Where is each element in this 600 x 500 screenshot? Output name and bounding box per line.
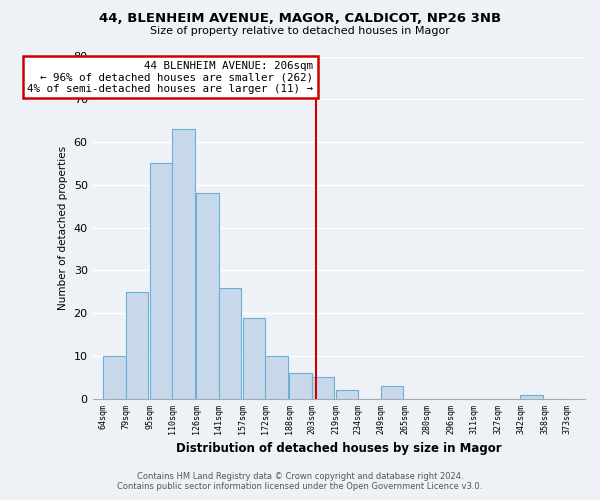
Bar — [125, 292, 148, 399]
Text: Contains HM Land Registry data © Crown copyright and database right 2024.
Contai: Contains HM Land Registry data © Crown c… — [118, 472, 482, 491]
Bar — [265, 356, 288, 399]
Y-axis label: Number of detached properties: Number of detached properties — [58, 146, 68, 310]
Bar — [289, 373, 312, 399]
Text: 44 BLENHEIM AVENUE: 206sqm
← 96% of detached houses are smaller (262)
4% of semi: 44 BLENHEIM AVENUE: 206sqm ← 96% of deta… — [27, 61, 313, 94]
Bar — [103, 356, 125, 399]
Bar — [219, 288, 241, 399]
Bar — [336, 390, 358, 399]
Bar — [172, 129, 194, 399]
Bar — [381, 386, 403, 399]
Bar — [243, 318, 265, 399]
Bar — [149, 164, 172, 399]
Text: Size of property relative to detached houses in Magor: Size of property relative to detached ho… — [150, 26, 450, 36]
Bar — [196, 194, 219, 399]
X-axis label: Distribution of detached houses by size in Magor: Distribution of detached houses by size … — [176, 442, 502, 455]
Bar — [312, 378, 334, 399]
Text: 44, BLENHEIM AVENUE, MAGOR, CALDICOT, NP26 3NB: 44, BLENHEIM AVENUE, MAGOR, CALDICOT, NP… — [99, 12, 501, 26]
Bar — [520, 394, 543, 399]
